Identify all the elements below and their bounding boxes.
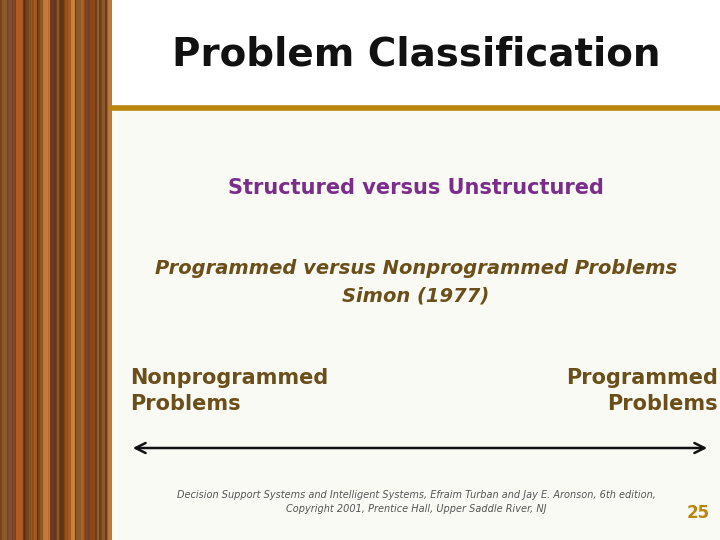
Text: Programmed: Programmed xyxy=(566,368,718,388)
Bar xyxy=(89,0,91,540)
Bar xyxy=(43,0,48,540)
Bar xyxy=(31,0,35,540)
Bar xyxy=(0,0,112,540)
Bar xyxy=(30,0,36,540)
Bar xyxy=(43,0,47,540)
Text: Problems: Problems xyxy=(130,394,240,414)
Bar xyxy=(60,0,61,540)
Bar xyxy=(27,0,29,540)
Bar xyxy=(8,0,11,540)
Bar xyxy=(64,0,71,540)
Bar xyxy=(50,0,57,540)
Bar xyxy=(62,0,64,540)
Bar xyxy=(17,0,22,540)
Bar xyxy=(19,0,26,540)
Bar xyxy=(49,0,55,540)
Bar xyxy=(97,0,101,540)
Bar xyxy=(24,0,30,540)
Bar xyxy=(7,0,13,540)
Text: Problems: Problems xyxy=(608,394,718,414)
Bar xyxy=(50,0,57,540)
Bar xyxy=(112,108,720,540)
Bar xyxy=(105,0,108,540)
Bar xyxy=(83,0,85,540)
Bar xyxy=(1,0,2,540)
Bar xyxy=(59,0,65,540)
Text: Nonprogrammed: Nonprogrammed xyxy=(130,368,328,388)
Bar xyxy=(9,0,15,540)
Bar xyxy=(112,0,720,108)
Bar xyxy=(90,0,97,540)
Bar xyxy=(55,0,56,540)
Bar xyxy=(106,0,107,540)
Bar xyxy=(30,0,35,540)
Bar xyxy=(27,0,28,540)
Text: Simon (1977): Simon (1977) xyxy=(343,287,490,306)
Bar xyxy=(31,0,35,540)
Bar xyxy=(96,0,102,540)
Bar xyxy=(51,0,54,540)
Bar xyxy=(73,0,76,540)
Bar xyxy=(23,0,30,540)
Bar xyxy=(107,0,113,540)
Bar xyxy=(95,0,99,540)
Bar xyxy=(63,0,70,540)
Bar xyxy=(47,0,55,540)
Bar xyxy=(19,0,25,540)
Bar xyxy=(32,0,38,540)
Bar xyxy=(50,0,56,540)
Text: Programmed versus Nonprogrammed Problems: Programmed versus Nonprogrammed Problems xyxy=(155,259,677,278)
Bar xyxy=(0,0,2,540)
Text: Problem Classification: Problem Classification xyxy=(172,35,660,73)
Bar xyxy=(83,0,87,540)
Bar xyxy=(81,0,84,540)
Text: Structured versus Unstructured: Structured versus Unstructured xyxy=(228,178,604,198)
Bar xyxy=(31,0,33,540)
Bar xyxy=(24,0,25,540)
Bar xyxy=(35,0,37,540)
Bar xyxy=(64,0,67,540)
Bar xyxy=(23,0,27,540)
Text: Decision Support Systems and Intelligent Systems, Efraim Turban and Jay E. Arons: Decision Support Systems and Intelligent… xyxy=(176,490,655,500)
Text: 25: 25 xyxy=(687,504,710,522)
Bar xyxy=(68,0,76,540)
Bar xyxy=(53,0,58,540)
Bar xyxy=(70,0,75,540)
Bar xyxy=(35,0,37,540)
Bar xyxy=(50,0,54,540)
Bar xyxy=(60,0,63,540)
Bar xyxy=(45,0,51,540)
Bar xyxy=(12,0,19,540)
Bar xyxy=(32,0,40,540)
Bar xyxy=(94,0,97,540)
Text: Copyright 2001, Prentice Hall, Upper Saddle River, NJ: Copyright 2001, Prentice Hall, Upper Sad… xyxy=(286,504,546,514)
Bar xyxy=(85,0,89,540)
Bar xyxy=(31,0,35,540)
